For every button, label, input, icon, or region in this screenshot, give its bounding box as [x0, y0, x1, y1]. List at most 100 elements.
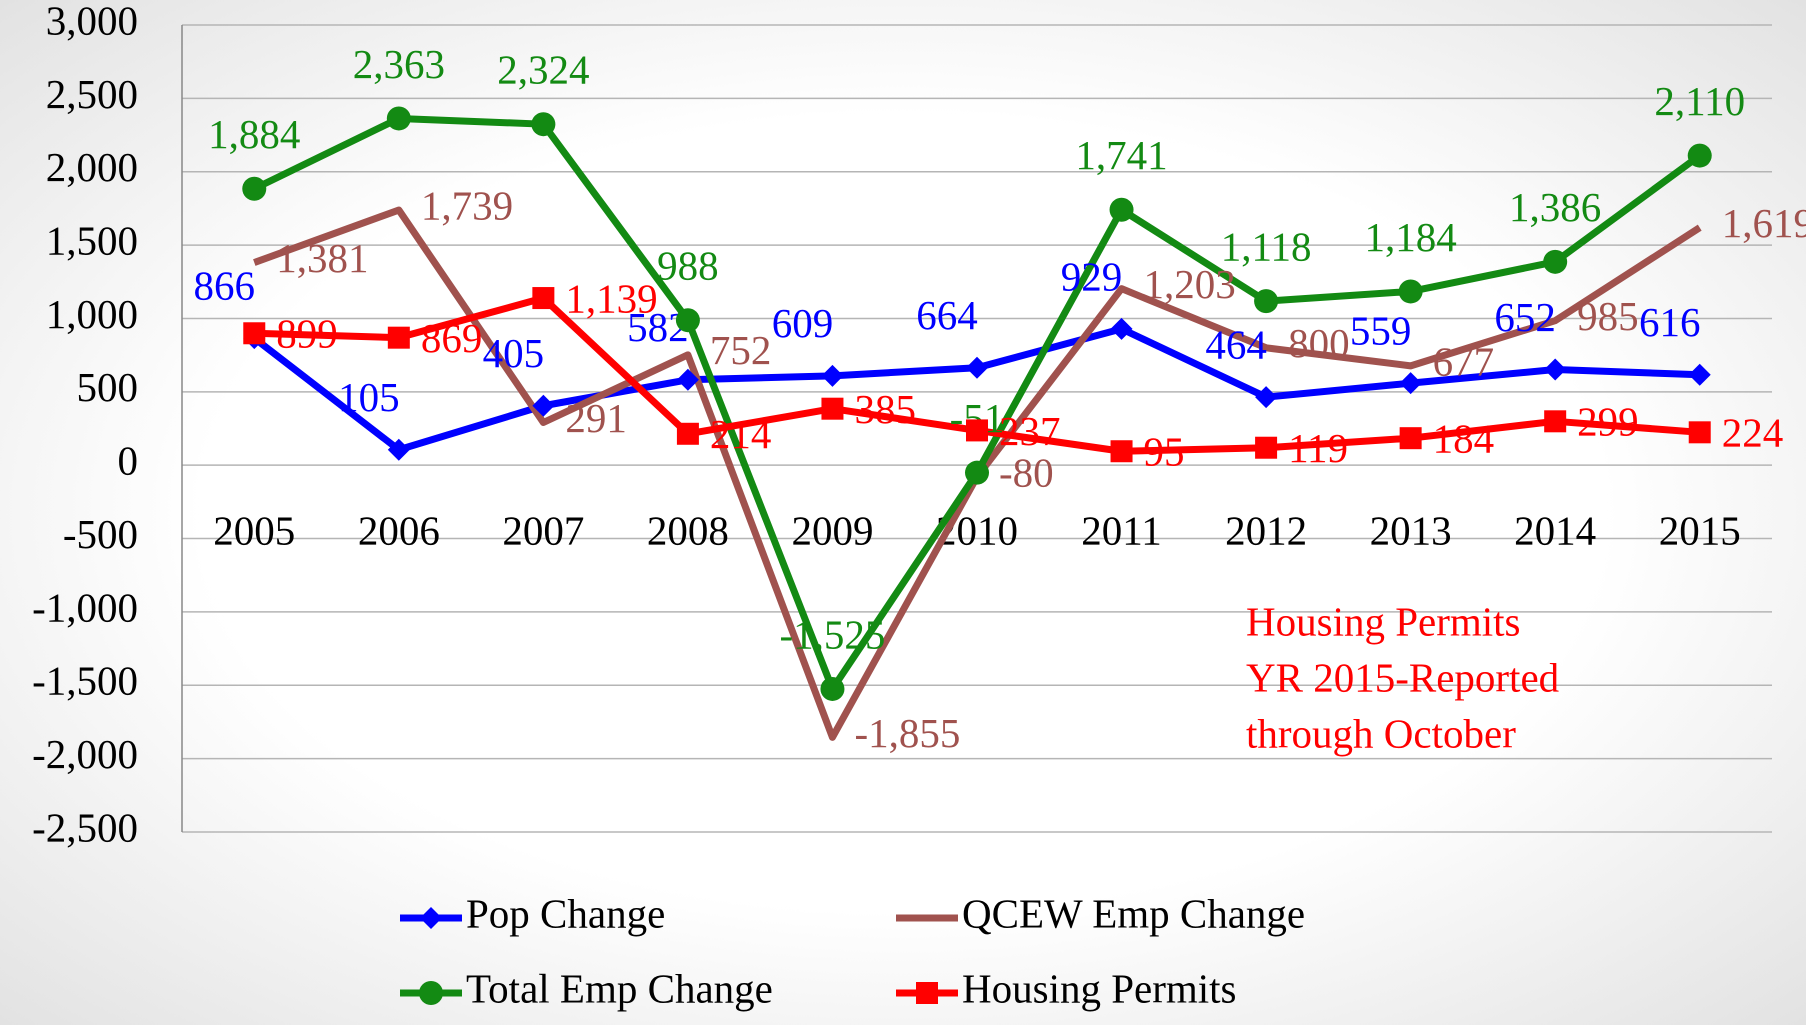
marker — [676, 368, 699, 391]
marker — [1543, 249, 1568, 274]
data-label: 237 — [999, 408, 1061, 454]
legend-label: Housing Permits — [962, 965, 1237, 1011]
data-label: 405 — [483, 330, 545, 376]
data-label: -1,525 — [780, 611, 886, 657]
marker — [820, 676, 845, 701]
marker — [387, 438, 410, 461]
marker — [420, 907, 442, 929]
marker — [1544, 358, 1567, 381]
marker — [1399, 372, 1422, 395]
data-label: 652 — [1494, 294, 1556, 340]
data-label: 985 — [1577, 293, 1639, 339]
data-label: -80 — [999, 449, 1054, 495]
data-label: 1,118 — [1221, 224, 1312, 270]
x-tick-label: 2014 — [1514, 508, 1596, 554]
marker — [1398, 279, 1423, 304]
data-label: 214 — [710, 411, 772, 457]
y-tick-label: -1,000 — [32, 584, 138, 630]
marker — [821, 397, 844, 420]
annotation: through October — [1246, 710, 1516, 756]
marker — [1399, 427, 1422, 450]
data-label: 609 — [772, 300, 834, 346]
data-label: 299 — [1577, 399, 1639, 445]
y-tick-label: 2,000 — [46, 144, 138, 190]
data-label: 677 — [1433, 338, 1495, 384]
data-label: 1,739 — [421, 182, 513, 228]
data-label: 105 — [338, 374, 400, 420]
data-label: 1,184 — [1365, 214, 1457, 260]
marker — [1255, 436, 1278, 459]
data-label: 616 — [1639, 299, 1701, 345]
data-label: 1,741 — [1075, 132, 1167, 178]
marker — [966, 419, 988, 442]
data-label: 2,324 — [497, 47, 589, 93]
y-tick-label: 1,500 — [46, 217, 138, 263]
data-label: 1,884 — [208, 111, 300, 157]
x-tick-label: 2009 — [791, 508, 873, 554]
x-tick-label: 2005 — [213, 508, 295, 554]
data-label: 385 — [854, 386, 916, 432]
marker — [966, 356, 988, 379]
data-label: 2,363 — [353, 41, 445, 87]
data-label: 1,381 — [276, 235, 368, 281]
x-tick-label: 2015 — [1659, 508, 1741, 554]
data-label: 800 — [1288, 320, 1350, 366]
annotation: Housing Permits — [1246, 598, 1521, 644]
marker — [532, 287, 555, 310]
y-tick-label: 500 — [77, 364, 139, 410]
marker — [1110, 440, 1133, 463]
marker — [387, 326, 410, 349]
data-label: 899 — [276, 311, 338, 357]
marker — [965, 460, 989, 485]
x-tick-label: 2011 — [1081, 508, 1161, 554]
marker — [1255, 386, 1278, 409]
x-tick-label: 2007 — [502, 508, 584, 554]
marker — [532, 394, 555, 417]
data-label: 988 — [657, 243, 719, 289]
annotation: YR 2015-Reported — [1246, 654, 1559, 700]
x-tick-label: 2008 — [647, 508, 729, 554]
data-label: 224 — [1722, 410, 1784, 456]
data-label: 119 — [1288, 425, 1348, 471]
marker — [1688, 421, 1711, 444]
y-tick-label: 3,000 — [46, 0, 138, 43]
y-tick-label: 0 — [118, 438, 139, 484]
data-label: 1,139 — [565, 275, 657, 321]
data-label: 664 — [916, 292, 978, 338]
legend-label: QCEW Emp Change — [962, 890, 1305, 936]
marker — [821, 364, 844, 387]
marker — [916, 982, 938, 1004]
data-label: 1,203 — [1144, 261, 1236, 307]
data-label: 866 — [194, 263, 256, 309]
marker — [1687, 143, 1712, 168]
data-label: 869 — [421, 315, 483, 361]
y-tick-label: 1,000 — [46, 291, 138, 337]
marker — [1110, 317, 1133, 340]
data-label: 559 — [1350, 308, 1412, 354]
marker — [676, 422, 699, 445]
marker — [242, 176, 267, 201]
data-label: 1,386 — [1509, 184, 1601, 230]
data-label: 291 — [565, 395, 627, 441]
y-tick-label: -2,500 — [32, 804, 138, 850]
data-label: -1,855 — [854, 710, 960, 756]
y-tick-label: 2,500 — [46, 71, 138, 117]
x-tick-label: 2006 — [358, 508, 440, 554]
marker — [386, 106, 411, 131]
y-tick-label: -500 — [63, 511, 138, 557]
marker — [531, 112, 556, 137]
y-tick-label: -1,500 — [32, 658, 138, 704]
data-label: 184 — [1433, 416, 1495, 462]
marker — [1688, 363, 1711, 386]
data-label: 464 — [1205, 322, 1267, 368]
x-tick-label: 2012 — [1225, 508, 1307, 554]
marker — [419, 981, 443, 1005]
marker — [675, 308, 700, 333]
data-label: 752 — [710, 327, 772, 373]
marker — [1109, 197, 1134, 222]
data-label: 929 — [1061, 253, 1123, 299]
legend-label: Total Emp Change — [466, 965, 773, 1011]
data-label: 95 — [1144, 429, 1185, 475]
